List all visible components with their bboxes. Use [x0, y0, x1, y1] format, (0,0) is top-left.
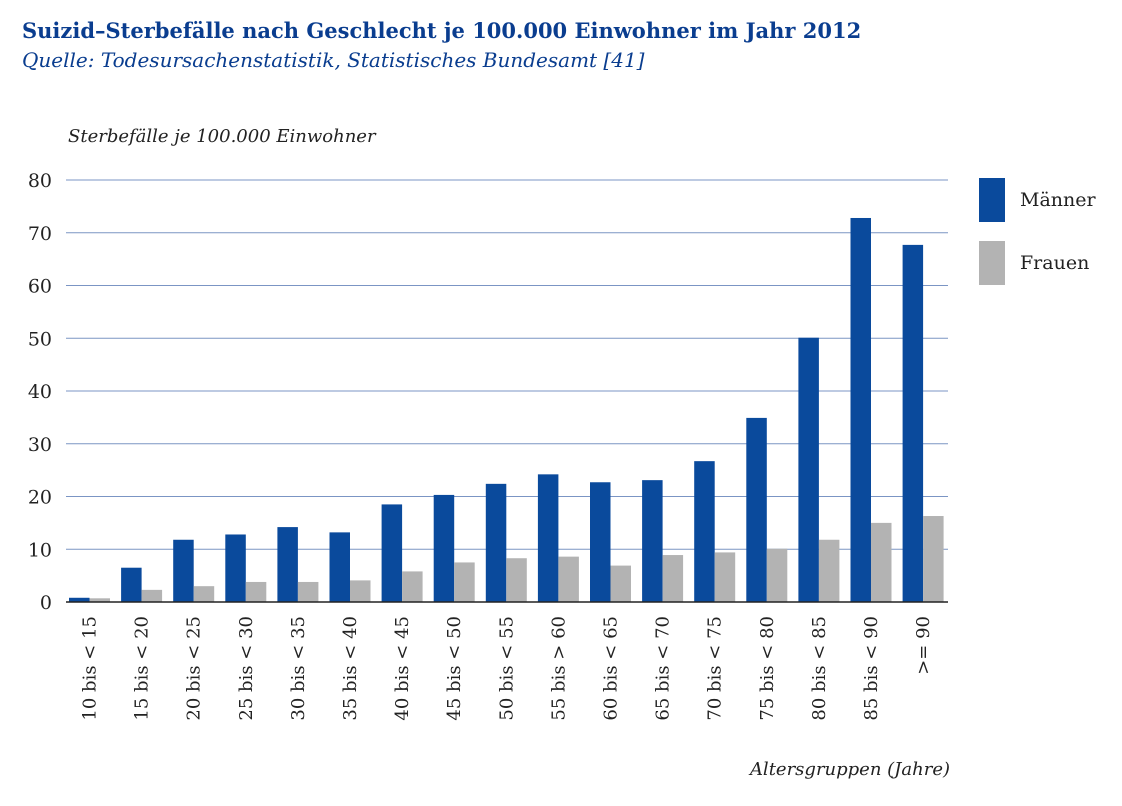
bar-frauen: [662, 555, 684, 602]
x-tick-label: 15 bis < 20: [132, 616, 153, 721]
y-tick-label: 0: [40, 592, 52, 614]
bar-frauen: [89, 598, 110, 602]
bar-maenner: [590, 482, 611, 602]
y-tick-label: 30: [28, 434, 52, 456]
chart-title: Suizid–Sterbefälle nach Geschlecht je 10…: [22, 18, 862, 43]
bar-maenner: [798, 337, 819, 602]
bar-frauen: [558, 556, 579, 602]
bar-maenner: [329, 532, 350, 602]
bar-frauen: [454, 562, 475, 602]
bar-maenner: [537, 474, 559, 602]
x-tick-label: 40 bis < 45: [392, 616, 413, 721]
bar-frauen: [871, 522, 892, 602]
bar-frauen: [402, 571, 423, 602]
x-tick-label: >= 90: [913, 616, 934, 675]
x-tick-label: 75 bis < 80: [757, 616, 778, 721]
bar-maenner: [225, 534, 246, 602]
bar-frauen: [193, 586, 215, 602]
x-tick-label: 80 bis < 85: [809, 616, 830, 721]
x-tick-label: 55 bis > 60: [548, 616, 569, 721]
x-tick-label: 20 bis < 25: [184, 616, 205, 721]
bar-maenner: [902, 244, 924, 602]
bar-maenner: [381, 504, 403, 602]
x-tick-label: 65 bis < 70: [653, 616, 674, 721]
bar-frauen: [245, 581, 267, 602]
bar-frauen: [818, 539, 840, 602]
bar-maenner: [746, 417, 767, 602]
bar-frauen: [297, 581, 319, 602]
x-tick-label: 30 bis < 35: [288, 616, 309, 721]
y-tick-label: 60: [28, 276, 52, 298]
bar-frauen: [610, 565, 631, 602]
y-axis-label: Sterbefälle je 100.000 Einwohner: [68, 126, 377, 147]
y-tick-label: 70: [28, 223, 52, 245]
x-tick-label: 10 bis < 15: [80, 616, 101, 721]
bar-maenner: [277, 527, 298, 602]
y-tick-label: 10: [28, 539, 52, 561]
bar-maenner: [433, 494, 455, 602]
bar-maenner: [173, 539, 194, 602]
bar-frauen: [923, 516, 944, 602]
x-tick-label: 45 bis < 50: [444, 616, 465, 721]
bar-frauen: [350, 580, 371, 602]
bar-maenner: [121, 567, 142, 602]
x-tick-label: 70 bis < 75: [705, 616, 726, 721]
bar-maenner: [850, 217, 871, 603]
bar-frauen: [714, 552, 736, 602]
bar-maenner: [485, 483, 507, 602]
x-tick-label: 25 bis < 30: [236, 616, 257, 721]
x-tick-label: 60 bis < 65: [601, 616, 622, 721]
chart-subtitle: Quelle: Todesursachenstatistik, Statisti…: [22, 48, 645, 72]
x-tick-label: 35 bis < 40: [340, 616, 361, 721]
bar-maenner: [69, 597, 90, 602]
bar-frauen: [141, 589, 163, 602]
bar-frauen: [766, 548, 788, 602]
y-tick-label: 20: [28, 487, 52, 509]
y-tick-label: 50: [28, 328, 52, 350]
y-tick-label: 80: [28, 170, 52, 192]
legend-swatch: [979, 241, 1005, 285]
x-tick-label: 85 bis < 90: [861, 616, 882, 721]
bar-maenner: [694, 461, 715, 602]
bar-maenner: [642, 480, 663, 602]
x-axis-label: Altersgruppen (Jahre): [748, 759, 950, 780]
bar-frauen: [506, 558, 527, 602]
legend-swatch: [979, 178, 1005, 222]
x-tick-label: 50 bis < 55: [496, 616, 517, 721]
legend-label: Frauen: [1020, 252, 1089, 274]
legend-label: Männer: [1020, 189, 1097, 211]
y-tick-label: 40: [28, 381, 52, 403]
